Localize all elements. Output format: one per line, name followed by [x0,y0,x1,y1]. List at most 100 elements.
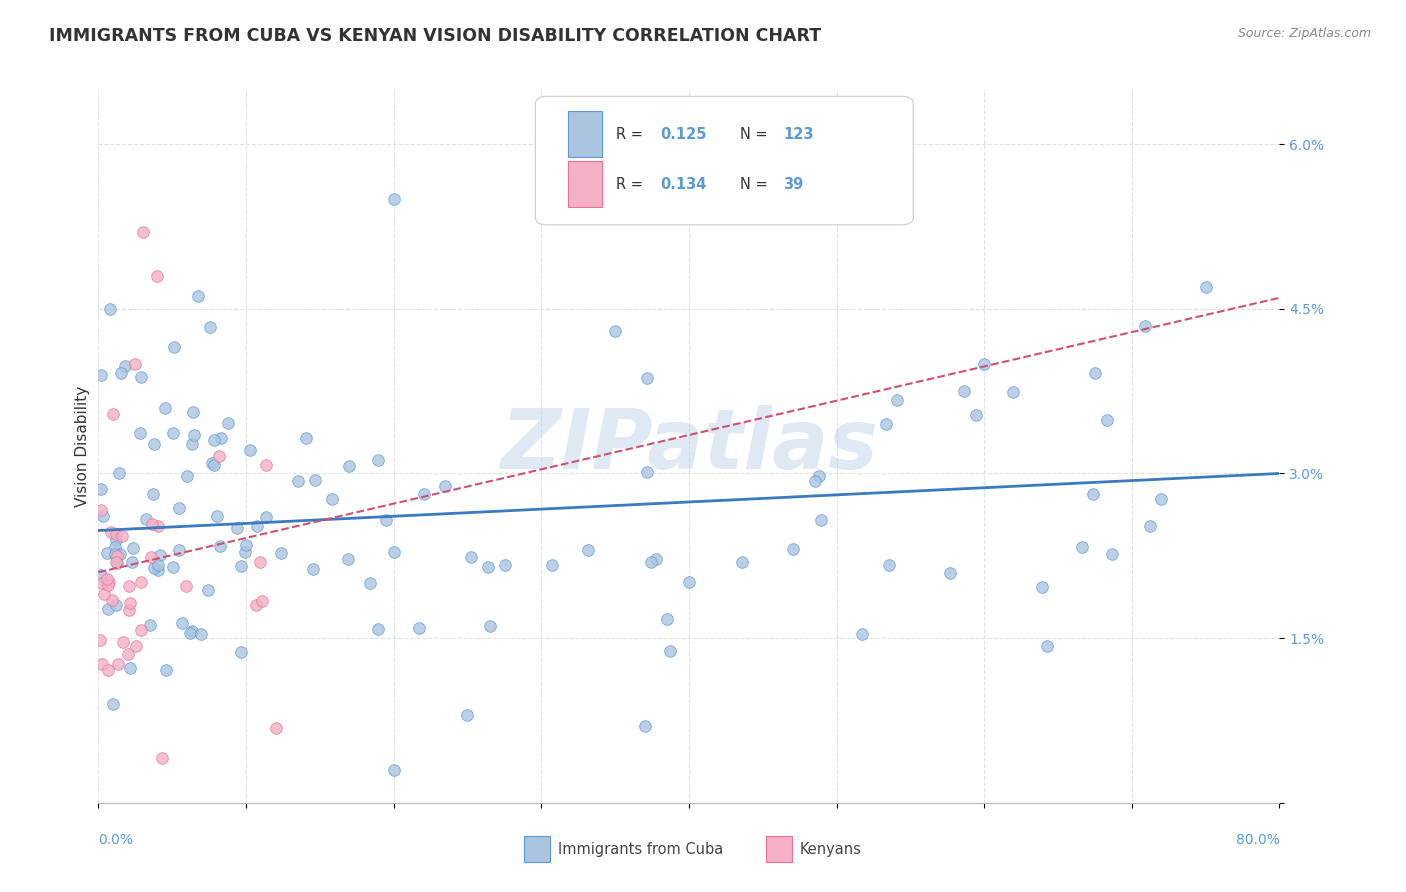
Point [605,324,627,338]
FancyBboxPatch shape [536,96,914,225]
Point [98,574,121,589]
Point [384,544,406,558]
Point [167,543,190,558]
Point [321,492,343,507]
Point [877,558,900,573]
Point [245,598,267,612]
Point [382,192,405,206]
Point [804,474,827,488]
Point [457,708,479,723]
Point [131,370,153,384]
Point [110,547,132,561]
Point [107,657,129,672]
Point [640,555,662,569]
Point [162,425,184,440]
Point [634,719,657,733]
Point [162,560,184,574]
Point [782,137,804,152]
Point [105,556,128,570]
Point [1133,319,1156,334]
Point [93,587,115,601]
Point [678,574,700,589]
Point [270,546,292,560]
Point [187,289,209,303]
Point [141,517,163,532]
Point [167,500,190,515]
Point [1002,385,1025,400]
Point [433,479,456,493]
Point [337,551,360,566]
Text: 80.0%: 80.0% [1236,833,1279,847]
Point [174,578,197,592]
Point [129,426,152,441]
Point [202,434,225,448]
Point [98,301,121,316]
Point [143,437,166,451]
Point [207,508,229,523]
FancyBboxPatch shape [568,161,602,207]
Point [636,371,658,385]
Point [91,509,114,524]
Point [494,558,516,572]
Point [105,549,128,563]
FancyBboxPatch shape [568,111,602,157]
Point [973,357,995,371]
Point [105,555,128,569]
Point [181,624,204,638]
Point [181,437,204,451]
Point [121,555,143,569]
Point [238,442,260,457]
Text: 123: 123 [783,127,814,142]
Point [226,521,249,535]
Text: N =: N = [740,127,772,142]
Point [202,458,225,472]
Point [1101,547,1123,561]
Point [101,697,124,711]
Point [148,563,170,577]
Point [104,547,127,561]
Point [114,359,136,374]
Point [142,487,165,501]
Point [965,408,987,422]
Point [104,541,127,555]
Point [100,525,122,540]
Point [190,627,212,641]
Point [96,572,118,586]
Point [810,513,832,527]
Point [111,634,134,648]
Point [110,529,132,543]
Point [97,663,120,677]
Point [118,579,141,593]
Point [149,548,172,562]
Point [1139,518,1161,533]
Point [155,663,177,677]
Point [200,320,222,334]
Point [1195,280,1218,294]
Point [636,465,658,479]
Point [101,408,124,422]
Point [576,543,599,558]
Point [176,469,198,483]
Point [135,512,157,526]
Text: 0.134: 0.134 [661,177,707,192]
Point [104,598,127,612]
Point [235,538,257,552]
Point [304,473,326,487]
Point [1036,639,1059,653]
Point [104,526,127,541]
Point [254,458,277,472]
Text: 39: 39 [783,177,804,192]
Point [851,626,873,640]
Point [197,582,219,597]
FancyBboxPatch shape [523,837,550,862]
Point [208,450,231,464]
Point [254,509,277,524]
Point [731,554,754,568]
Point [107,467,129,481]
Point [91,657,114,672]
Point [1084,367,1107,381]
Point [90,503,112,517]
Point [301,562,323,576]
Point [117,647,139,661]
Point [1031,580,1053,594]
